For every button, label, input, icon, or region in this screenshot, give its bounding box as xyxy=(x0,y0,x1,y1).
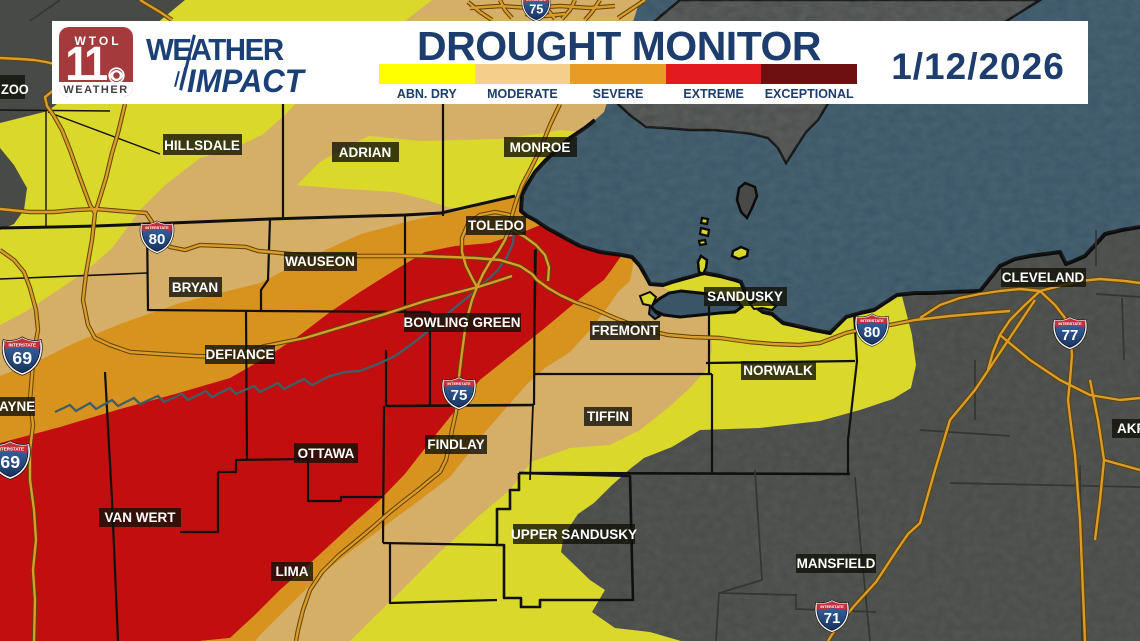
svg-text:LIMA: LIMA xyxy=(276,564,309,579)
svg-text:WAYNE: WAYNE xyxy=(0,399,35,414)
svg-text:VAN WERT: VAN WERT xyxy=(105,510,177,525)
svg-text:UPPER SANDUSKY: UPPER SANDUSKY xyxy=(511,527,637,542)
svg-text:69: 69 xyxy=(0,452,20,472)
svg-text:TOLEDO: TOLEDO xyxy=(468,218,524,233)
svg-text:SANDUSKY: SANDUSKY xyxy=(707,289,783,304)
svg-text:FREMONT: FREMONT xyxy=(592,323,659,338)
svg-text:75: 75 xyxy=(451,387,468,404)
svg-text:80: 80 xyxy=(149,231,166,248)
svg-text:77: 77 xyxy=(1062,327,1079,344)
svg-text:ADRIAN: ADRIAN xyxy=(339,145,392,160)
svg-text:69: 69 xyxy=(12,348,32,368)
svg-text:MONROE: MONROE xyxy=(510,140,571,155)
svg-text:FINDLAY: FINDLAY xyxy=(427,437,484,452)
svg-text:75: 75 xyxy=(529,2,543,17)
svg-text:NORWALK: NORWALK xyxy=(743,363,813,378)
svg-text:80: 80 xyxy=(864,324,881,341)
svg-text:HILLSDALE: HILLSDALE xyxy=(164,138,240,153)
svg-text:TIFFIN: TIFFIN xyxy=(587,409,629,424)
svg-text:OTTAWA: OTTAWA xyxy=(298,446,355,461)
svg-text:DEFIANCE: DEFIANCE xyxy=(205,347,274,362)
svg-text:BOWLING GREEN: BOWLING GREEN xyxy=(404,315,521,330)
svg-text:WAUSEON: WAUSEON xyxy=(285,254,355,269)
svg-text:AKRON: AKRON xyxy=(1117,421,1140,436)
svg-text:ZOO: ZOO xyxy=(1,82,29,97)
svg-text:BRYAN: BRYAN xyxy=(172,280,218,295)
svg-text:71: 71 xyxy=(824,610,841,627)
svg-text:CLEVELAND: CLEVELAND xyxy=(1002,270,1085,285)
svg-text:MANSFIELD: MANSFIELD xyxy=(797,556,876,571)
